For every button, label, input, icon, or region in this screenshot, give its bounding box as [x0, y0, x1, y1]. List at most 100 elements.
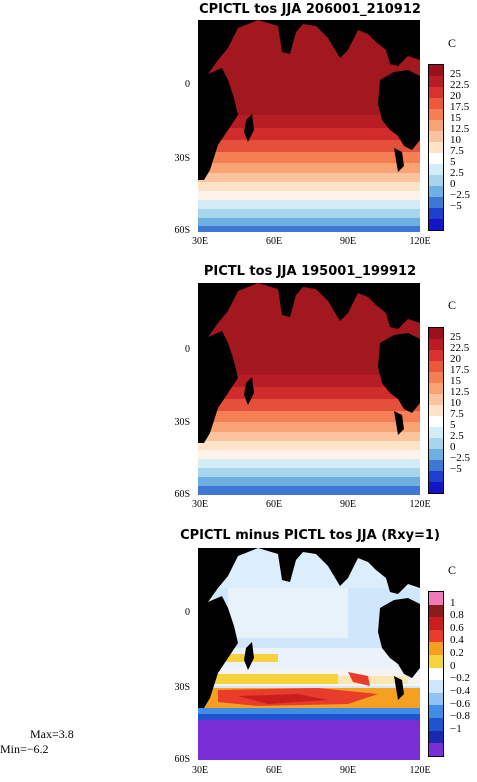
- colorbar-label: −0.8: [450, 710, 470, 723]
- colorbar-label: 25: [450, 68, 461, 80]
- panel2-xtick-90e: 90E: [339, 499, 357, 510]
- colorbar-label: 25: [450, 331, 461, 343]
- panel3-xtick-90e: 90E: [339, 765, 357, 776]
- colorbar-swatch: [429, 427, 443, 438]
- colorbar-swatch: [429, 153, 443, 164]
- panel3-map-svg: [198, 548, 420, 760]
- colorbar-label: 0: [450, 178, 456, 190]
- panel2-xtick-120e: 120E: [409, 499, 431, 510]
- panel1-ytick-30s: 30S: [174, 153, 190, 164]
- colorbar-swatch: [429, 718, 443, 731]
- colorbar-label: 22.5: [450, 342, 470, 354]
- panel1-colorbar: [428, 64, 444, 231]
- colorbar-swatch: [429, 142, 443, 153]
- colorbar-swatch: [429, 350, 443, 361]
- colorbar-swatch: [429, 197, 443, 208]
- max-stat: Max=3.8: [30, 727, 74, 741]
- colorbar-label: 10: [450, 134, 461, 146]
- colorbar-label: 10: [450, 397, 461, 409]
- colorbar-swatch: [429, 109, 443, 120]
- colorbar-swatch: [429, 405, 443, 416]
- colorbar-swatch: [429, 680, 443, 693]
- colorbar-label: −0.4: [450, 684, 470, 697]
- colorbar-label: 0.4: [450, 634, 464, 647]
- panel1-map-svg: [198, 20, 420, 232]
- colorbar-swatch: [429, 76, 443, 87]
- panel2-ytick-0: 0: [185, 344, 190, 355]
- panel2-map-svg: [198, 283, 420, 495]
- colorbar-swatch: [429, 743, 443, 756]
- panel1-unit: C: [448, 36, 457, 50]
- colorbar-label: 2.5: [450, 167, 464, 179]
- panel3-map: [198, 548, 420, 760]
- colorbar-swatch: [429, 186, 443, 197]
- colorbar-label: 7.5: [450, 408, 464, 420]
- panel1-ytick-0: 0: [185, 79, 190, 90]
- panel3-title: CPICTL minus PICTL tos JJA (Rxy=1): [180, 528, 440, 543]
- colorbar-swatch: [429, 482, 443, 493]
- colorbar-label: 5: [450, 156, 456, 168]
- colorbar-label: 7.5: [450, 145, 464, 157]
- colorbar-label: 0: [450, 659, 456, 672]
- panel3-ytick-0: 0: [185, 607, 190, 618]
- colorbar-label: 2.5: [450, 430, 464, 442]
- panel2-unit: C: [448, 298, 457, 312]
- colorbar-label: 17.5: [450, 101, 470, 113]
- colorbar-swatch: [429, 642, 443, 656]
- colorbar-label: 0.6: [450, 621, 464, 634]
- colorbar-label: 20: [450, 90, 461, 102]
- colorbar-label: 12.5: [450, 386, 470, 398]
- colorbar-swatch: [429, 629, 443, 643]
- panel1-title: CPICTL tos JJA 206001_210912: [199, 2, 421, 17]
- colorbar-swatch: [429, 164, 443, 175]
- panel2-xtick-30e: 30E: [191, 499, 209, 510]
- colorbar-label: −0.2: [450, 672, 470, 685]
- colorbar-swatch: [429, 372, 443, 383]
- colorbar-label: 1: [450, 596, 456, 609]
- colorbar-swatch: [429, 449, 443, 460]
- colorbar-swatch: [429, 655, 443, 668]
- panel2-title: PICTL tos JJA 195001_199912: [203, 264, 417, 279]
- colorbar-swatch: [429, 592, 443, 605]
- colorbar-swatch: [429, 219, 443, 230]
- panel2-ytick-60s: 60S: [174, 489, 190, 500]
- panel3-xtick-60e: 60E: [265, 765, 283, 776]
- colorbar-swatch: [429, 65, 443, 76]
- panel2-ytick-30s: 30S: [174, 417, 190, 428]
- panel1-xtick-120e: 120E: [409, 236, 431, 247]
- panel3-ytick-30s: 30S: [174, 682, 190, 693]
- colorbar-swatch: [429, 208, 443, 219]
- colorbar-label: 17.5: [450, 364, 470, 376]
- colorbar-swatch: [429, 394, 443, 405]
- panel2-map: [198, 283, 420, 495]
- colorbar-swatch: [429, 383, 443, 394]
- colorbar-label: 0.8: [450, 609, 464, 622]
- panel1-xtick-90e: 90E: [339, 236, 357, 247]
- colorbar-swatch: [429, 416, 443, 427]
- panel2-colorbar: [428, 327, 444, 494]
- colorbar-swatch: [429, 361, 443, 372]
- colorbar-label: −5: [450, 463, 462, 475]
- colorbar-label: −1: [450, 722, 462, 735]
- colorbar-swatch: [429, 328, 443, 339]
- colorbar-label: 12.5: [450, 123, 470, 135]
- colorbar-label: 0.2: [450, 647, 464, 660]
- panel3-xtick-120e: 120E: [409, 765, 431, 776]
- panel1-ytick-60s: 60S: [174, 225, 190, 236]
- colorbar-swatch: [429, 460, 443, 471]
- colorbar-label: 0: [450, 441, 456, 453]
- colorbar-swatch: [429, 175, 443, 186]
- colorbar-label: 5: [450, 419, 456, 431]
- panel1-xtick-30e: 30E: [191, 236, 209, 247]
- colorbar-swatch: [429, 131, 443, 142]
- colorbar-swatch: [429, 667, 443, 681]
- colorbar-label: 15: [450, 375, 461, 387]
- colorbar-swatch: [429, 604, 443, 618]
- min-stat: Min=−6.2: [0, 742, 49, 756]
- colorbar-swatch: [429, 705, 443, 719]
- colorbar-swatch: [429, 120, 443, 131]
- colorbar-label: −2.5: [450, 189, 470, 201]
- colorbar-swatch: [429, 438, 443, 449]
- colorbar-label: 22.5: [450, 79, 470, 91]
- colorbar-label: −2.5: [450, 452, 470, 464]
